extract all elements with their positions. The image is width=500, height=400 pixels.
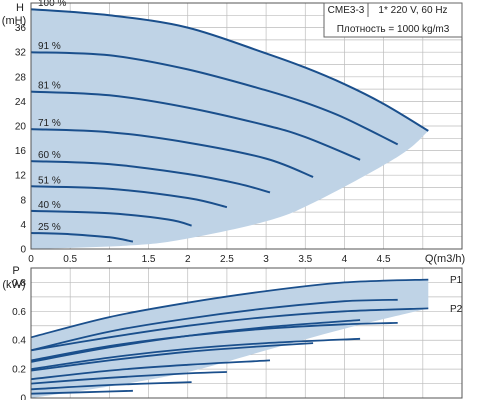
info-box-frame [323, 2, 463, 38]
h-tick-label: 16 [15, 146, 27, 157]
q-tick-label: 4 [342, 254, 348, 265]
p-tick-label: 0.8 [12, 278, 26, 289]
power-curve-8 [30, 371, 227, 385]
pump-info-box: CME3-3 1* 220 V, 60 Hz Плотность = 1000 … [323, 2, 463, 38]
power-curve-label-p1: P1 [450, 275, 463, 286]
p-axis-label: P [12, 265, 19, 277]
q-tick-label: 1.5 [142, 254, 156, 265]
power-supply-label: 1* 220 V, 60 Hz [378, 5, 447, 16]
power-curve-10 [30, 389, 133, 395]
head-curve-91 [30, 51, 399, 146]
head-curve-25 [30, 232, 134, 243]
power-curve-7 [30, 359, 271, 381]
power-curve-labels: P1 P2 [450, 275, 463, 315]
head-curve-label-81: 81 % [38, 81, 61, 92]
head-curve-label-25: 25 % [38, 222, 61, 233]
p-tick-label: 0.2 [12, 365, 26, 376]
head-curve-71 [30, 128, 314, 178]
density-label: Плотность = 1000 kg/m3 [337, 24, 450, 35]
h-tick-label: 20 [15, 122, 27, 133]
h-tick-label: 24 [15, 97, 27, 108]
q-tick-label: 0 [28, 254, 34, 265]
q-tick-label: 4.5 [377, 254, 391, 265]
h-tick-label: 36 [15, 23, 27, 34]
head-curves [30, 8, 429, 243]
p-tick-label: 0.6 [12, 307, 26, 318]
q-tick-label: 0.5 [63, 254, 77, 265]
head-curve-51 [30, 185, 228, 209]
head-curve-panel: 100 % 91 % 81 % 71 % 60 % 51 % 40 % 25 % 0 0.5 1 1… [2, 0, 465, 265]
power-curve-panel: P1 P2 0 0.2 0.4 0.6 0.8 P (kW) [2, 265, 462, 400]
head-curve-label-100: 100 % [38, 0, 66, 9]
h-axis-ticks: 0 4 8 12 16 20 24 28 32 36 [15, 23, 27, 255]
power-envelope-band [31, 279, 429, 398]
power-plot-frame [30, 267, 463, 399]
head-curve-label-91: 91 % [38, 41, 61, 52]
head-curve-labels: 100 % 91 % 81 % 71 % 60 % 51 % 40 % 25 % [38, 0, 66, 233]
q-axis-label: Q(m3/h) [425, 253, 465, 265]
head-curve-label-60: 60 % [38, 150, 61, 161]
head-curve-label-40: 40 % [38, 200, 61, 211]
head-envelope-band [31, 9, 429, 250]
power-curve-5 [30, 337, 361, 370]
head-curve-40 [30, 209, 192, 227]
power-curve-9 [30, 381, 192, 391]
power-curve-6 [30, 342, 314, 372]
power-curve-p1 [30, 278, 429, 339]
h-tick-label: 4 [20, 220, 26, 231]
p-axis-ticks: 0 0.2 0.4 0.6 0.8 [12, 278, 26, 400]
head-curve-label-51: 51 % [38, 175, 61, 186]
h-axis-unit: (mH) [2, 15, 26, 27]
p-axis-unit: (kW) [2, 279, 25, 291]
power-curve-4 [30, 319, 361, 363]
power-curve-2 [30, 298, 398, 352]
h-tick-label: 0 [20, 245, 26, 256]
head-curve-60 [30, 160, 271, 194]
q-tick-label: 1 [107, 254, 113, 265]
h-tick-label: 28 [15, 72, 27, 83]
q-tick-label: 2 [185, 254, 191, 265]
head-plot-frame [30, 2, 463, 250]
p-tick-label: 0.4 [12, 336, 26, 347]
h-axis-label: H [16, 2, 24, 14]
q-axis-ticks: 0 0.5 1 1.5 2 2.5 3 3.5 4 4.5 [28, 254, 391, 265]
power-curve-p2 [30, 307, 429, 352]
head-curve-81 [30, 90, 361, 161]
head-curve-label-71: 71 % [38, 118, 61, 129]
power-curve-label-p2: P2 [450, 304, 463, 315]
h-tick-label: 8 [20, 195, 26, 206]
q-tick-label: 3 [263, 254, 269, 265]
head-curve-100 [30, 8, 429, 132]
h-tick-label: 12 [15, 171, 27, 182]
power-curves [30, 278, 429, 395]
q-tick-label: 3.5 [298, 254, 312, 265]
p-tick-label: 0 [20, 394, 26, 400]
q-tick-label: 2.5 [220, 254, 234, 265]
pump-model-label: CME3-3 [328, 5, 365, 16]
h-tick-label: 32 [15, 48, 27, 59]
